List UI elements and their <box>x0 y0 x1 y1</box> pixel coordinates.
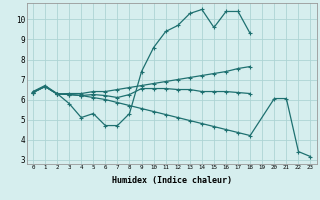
X-axis label: Humidex (Indice chaleur): Humidex (Indice chaleur) <box>112 176 232 185</box>
